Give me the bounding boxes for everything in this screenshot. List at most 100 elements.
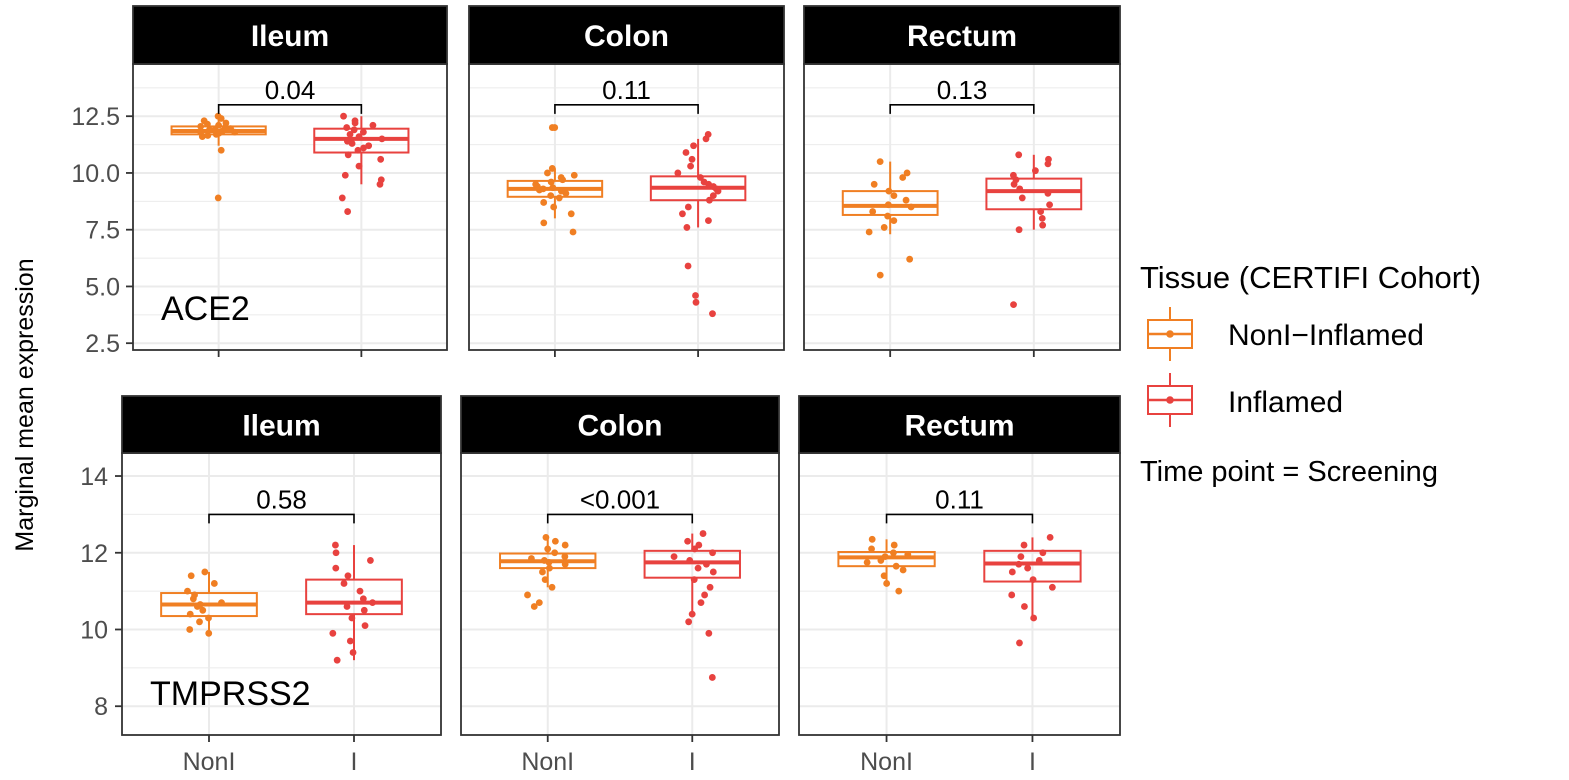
legend-title: Tissue (CERTIFI Cohort) <box>1140 260 1481 295</box>
data-point <box>340 112 347 120</box>
data-point <box>906 255 914 263</box>
data-point <box>706 196 713 204</box>
data-point <box>205 614 212 622</box>
box-noni <box>841 158 939 279</box>
data-point <box>1029 576 1037 584</box>
significance-bracket <box>208 513 355 524</box>
data-point <box>191 591 198 599</box>
data-point <box>863 558 871 566</box>
data-point <box>215 121 222 129</box>
panel-ace2-ileum: 0.04 ACE2 Ileum <box>132 5 448 357</box>
data-point <box>338 194 346 202</box>
data-point <box>528 555 535 562</box>
data-point <box>708 674 716 681</box>
y-tick-label: 12.5 <box>71 103 120 131</box>
data-point <box>355 162 363 170</box>
x-tick-label: NonI <box>860 748 913 776</box>
data-point <box>377 155 385 163</box>
data-point <box>540 219 548 227</box>
box-iqr <box>305 578 403 616</box>
data-point <box>1017 553 1025 560</box>
data-point <box>1039 549 1047 557</box>
legend: Tissue (CERTIFI Cohort) NonI−Inflamed In… <box>1140 260 1481 427</box>
facet-strip <box>468 5 785 65</box>
data-point <box>1037 208 1045 215</box>
legend-key-noninflamed <box>1147 307 1193 361</box>
data-point <box>343 603 351 610</box>
data-point <box>184 587 191 595</box>
data-point <box>535 599 543 607</box>
box-noni <box>499 534 597 610</box>
data-point <box>541 576 549 584</box>
facet-strip-title: Ileum <box>242 410 320 443</box>
data-point <box>870 180 878 188</box>
data-point <box>344 208 352 215</box>
data-point <box>200 117 208 125</box>
facet-strip-title: Colon <box>578 410 663 443</box>
data-point <box>211 126 219 134</box>
data-point <box>340 580 348 587</box>
data-point <box>690 576 698 584</box>
x-tick-label: I <box>1029 748 1036 776</box>
data-point <box>1008 591 1016 599</box>
data-point <box>881 553 889 560</box>
data-point <box>569 228 577 236</box>
box-noni <box>160 568 258 637</box>
data-point <box>1020 541 1028 549</box>
data-point <box>687 162 694 170</box>
data-point <box>1024 564 1032 572</box>
data-point <box>1021 603 1028 610</box>
y-tick-label: 14 <box>80 463 108 491</box>
y-tick-label: 12 <box>80 540 108 568</box>
data-point <box>210 580 218 587</box>
legend-label-noninflamed: NonI−Inflamed <box>1228 319 1424 352</box>
facet-strip <box>798 395 1121 454</box>
data-point <box>1030 614 1038 622</box>
box-i <box>313 112 410 215</box>
p-value-label: 0.11 <box>602 75 651 105</box>
data-point <box>199 606 207 614</box>
data-point <box>684 262 692 270</box>
data-point <box>367 557 374 564</box>
data-point <box>539 568 546 576</box>
data-point <box>1010 301 1017 309</box>
p-value-label: 0.13 <box>937 75 988 105</box>
facet-strip <box>132 5 448 65</box>
data-point <box>558 187 565 195</box>
data-point <box>880 572 888 580</box>
facet-strip <box>803 5 1121 65</box>
data-point <box>704 130 712 138</box>
data-point <box>1015 560 1023 568</box>
data-point <box>548 165 556 172</box>
panel-ace2-colon: 0.11 Colon <box>468 5 785 357</box>
significance-bracket <box>546 513 694 524</box>
data-point <box>551 549 559 557</box>
data-point <box>700 178 708 186</box>
data-point <box>377 176 385 184</box>
box-noni <box>837 535 936 595</box>
data-point <box>567 210 575 218</box>
facet-strip-title: Colon <box>584 20 669 53</box>
data-point <box>561 541 569 549</box>
significance-bracket <box>217 104 363 114</box>
data-point <box>684 537 692 545</box>
p-value-label: 0.11 <box>935 484 984 514</box>
x-tick-label: NonI <box>183 748 236 776</box>
data-point <box>369 599 376 607</box>
data-point <box>227 125 234 133</box>
facet-strip-title: Rectum <box>907 20 1017 53</box>
data-point <box>332 564 340 572</box>
data-point <box>1015 151 1023 159</box>
data-point <box>544 545 552 553</box>
data-point <box>706 583 714 591</box>
data-point <box>555 194 563 202</box>
data-point <box>1015 226 1023 234</box>
y-tick-label: 10.0 <box>71 160 120 188</box>
data-point <box>688 155 696 163</box>
panel-tmprss2-rectum: 0.11 Rectum NonI I <box>798 395 1121 776</box>
data-point <box>697 174 704 181</box>
p-value-label: 0.04 <box>265 75 316 105</box>
data-point <box>355 133 363 141</box>
data-point <box>349 649 357 656</box>
data-point <box>532 180 540 188</box>
